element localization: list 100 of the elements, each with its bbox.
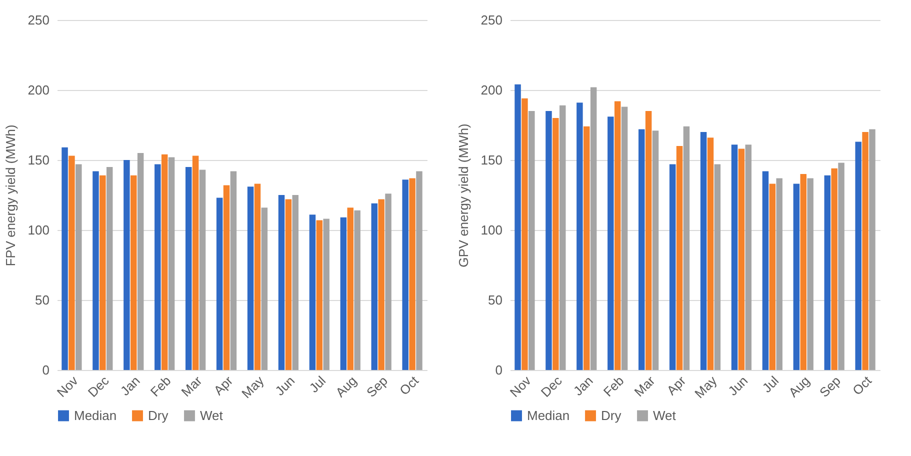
bar	[838, 162, 844, 370]
bar	[124, 160, 130, 370]
bar	[800, 174, 806, 370]
bar	[185, 167, 192, 370]
y-tick-label: 200	[28, 82, 50, 98]
bar	[645, 111, 652, 370]
y-tick-label: 200	[480, 82, 502, 98]
bar	[793, 184, 800, 370]
x-tick-label: Feb	[600, 373, 627, 400]
bar	[669, 164, 676, 370]
bar	[714, 164, 721, 370]
x-tick-label: Nov	[506, 372, 534, 400]
bar	[638, 129, 645, 370]
bar	[590, 87, 597, 370]
bar	[106, 167, 113, 370]
x-tick-label: May	[692, 372, 720, 402]
bar	[216, 198, 223, 370]
bar	[769, 184, 776, 370]
y-tick-label: 150	[28, 152, 50, 168]
bar	[316, 220, 323, 370]
legend-label: Median	[74, 408, 117, 423]
y-tick-label: 100	[28, 222, 50, 238]
bar	[862, 132, 868, 370]
x-tick-label: Jan	[570, 373, 596, 399]
bar	[738, 148, 745, 370]
bar	[700, 132, 707, 370]
bar	[309, 214, 316, 370]
bar	[323, 218, 330, 370]
bar	[378, 199, 384, 370]
bar	[247, 186, 254, 370]
x-tick-label: Jul	[759, 373, 782, 396]
bar	[522, 98, 528, 370]
bar	[371, 203, 378, 370]
x-tick-label: Apr	[210, 372, 236, 398]
bar	[340, 217, 347, 370]
bar	[762, 171, 769, 370]
y-tick-label: 150	[480, 152, 502, 168]
x-tick-label: Apr	[664, 372, 690, 398]
bar	[354, 210, 360, 370]
bar	[230, 171, 237, 370]
x-tick-label: Feb	[147, 373, 174, 400]
y-axis-title: GPV energy yield (MWh)	[456, 124, 471, 268]
bar	[137, 153, 144, 370]
bar	[707, 138, 714, 370]
x-tick-label: Aug	[332, 373, 360, 400]
x-tick-label: Jun	[272, 373, 298, 399]
x-tick-label: Mar	[631, 372, 658, 400]
bar	[92, 171, 99, 370]
bar	[546, 111, 552, 370]
x-tick-label: Sep	[816, 373, 844, 400]
y-tick-label: 50	[35, 292, 50, 308]
bar	[347, 208, 354, 370]
bar	[552, 118, 559, 370]
bar	[514, 84, 521, 370]
bar	[199, 170, 206, 370]
x-tick-label: Jan	[117, 373, 143, 399]
legend-label: Wet	[653, 408, 676, 423]
bar	[559, 105, 566, 370]
bar	[261, 208, 268, 370]
bar	[576, 102, 583, 370]
x-tick-label: Sep	[364, 373, 391, 400]
bar	[869, 129, 876, 370]
bar	[161, 154, 168, 370]
bar	[807, 178, 814, 370]
bar	[584, 126, 590, 370]
bar	[614, 101, 621, 370]
legend-label: Dry	[148, 408, 169, 423]
bar	[676, 146, 683, 370]
bar	[776, 178, 782, 370]
bar	[824, 175, 831, 370]
y-tick-label: 100	[480, 222, 502, 238]
bar	[62, 147, 68, 370]
legend-label: Wet	[200, 408, 224, 423]
bar	[621, 106, 628, 370]
x-tick-label: Mar	[178, 372, 206, 400]
bar	[100, 175, 106, 370]
x-tick-label: Dec	[538, 372, 566, 400]
x-tick-label: Oct	[850, 372, 875, 398]
bar	[192, 156, 199, 370]
bar	[683, 126, 690, 370]
bar	[68, 156, 75, 370]
bar	[223, 185, 230, 370]
legend-label: Dry	[601, 408, 622, 423]
bar	[855, 142, 862, 370]
y-tick-label: 250	[28, 12, 50, 28]
bar	[409, 178, 416, 370]
bar	[528, 111, 535, 370]
x-tick-label: Nov	[54, 372, 82, 400]
bar	[652, 130, 659, 370]
bar	[731, 144, 738, 370]
bar	[416, 171, 422, 370]
bar	[292, 195, 299, 370]
y-tick-label: 0	[495, 362, 502, 378]
x-tick-label: May	[238, 372, 268, 402]
bar	[831, 168, 838, 370]
x-tick-label: Dec	[84, 372, 112, 400]
bar	[278, 195, 285, 370]
legend-label: Median	[527, 408, 570, 423]
x-tick-label: Aug	[786, 373, 813, 400]
bar	[154, 164, 161, 370]
